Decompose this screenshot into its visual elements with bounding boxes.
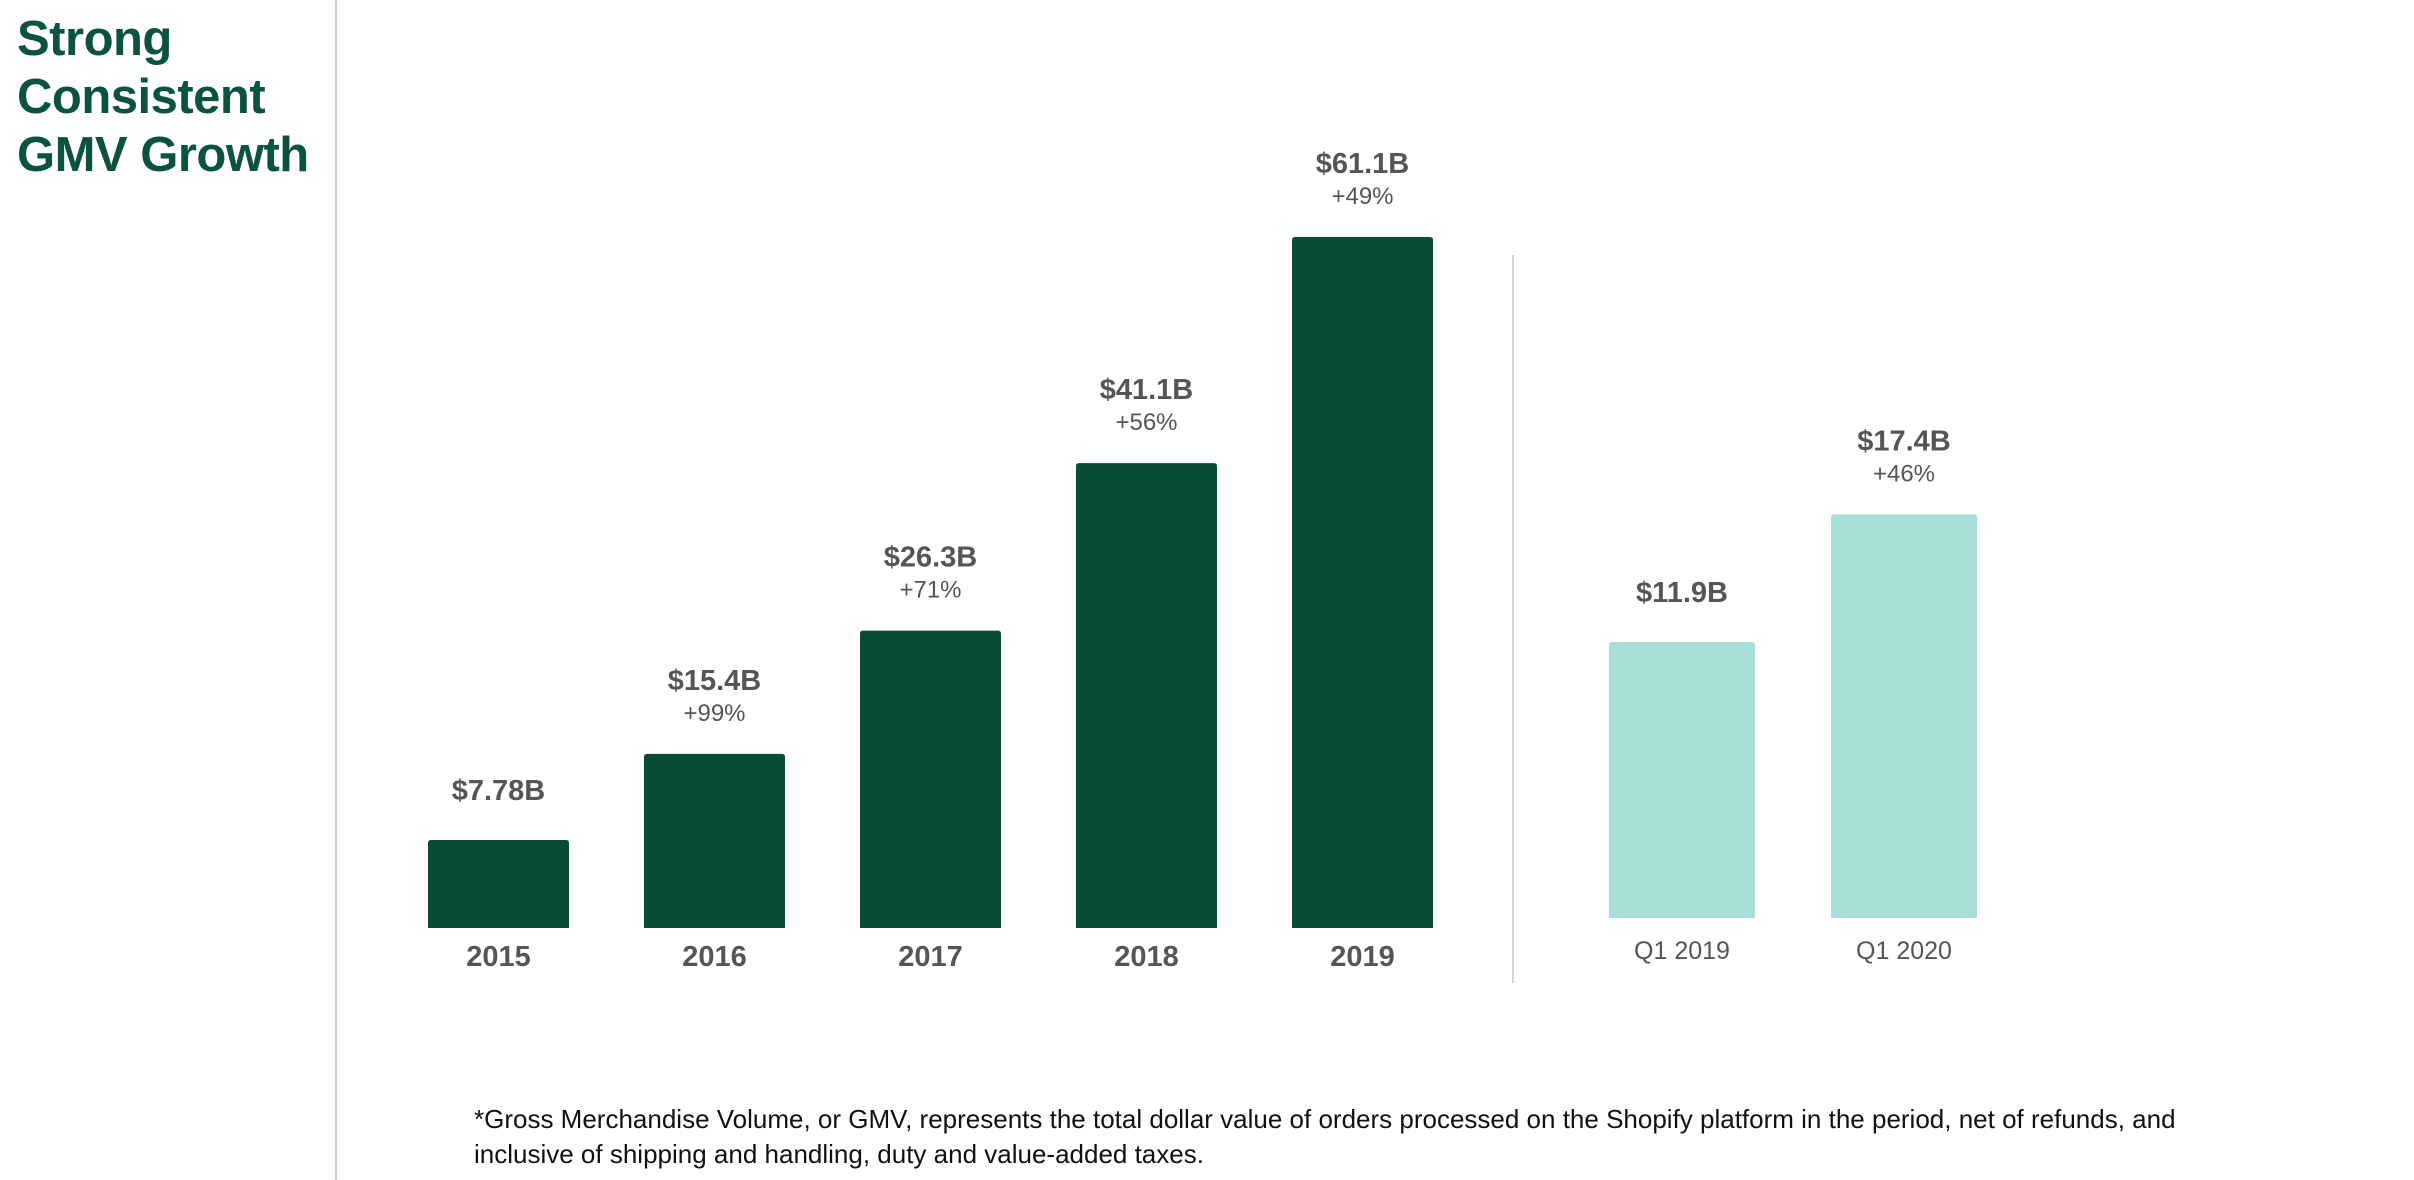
title-line-2: Consistent (17, 70, 266, 124)
footnote-line-2: inclusive of shipping and handling, duty… (474, 1139, 1204, 1169)
value-label: $41.1B (1100, 374, 1194, 406)
value-label: $61.1B (1316, 148, 1410, 180)
growth-label: +56% (1115, 409, 1177, 436)
title-line-1: Strong (17, 12, 172, 66)
footnote-line-1: *Gross Merchandise Volume, or GMV, repre… (474, 1104, 2176, 1134)
gmv-footnote: *Gross Merchandise Volume, or GMV, repre… (474, 1102, 2234, 1172)
bar-2015 (428, 840, 569, 928)
category-label: Q1 2019 (1634, 937, 1730, 965)
value-label: $17.4B (1857, 425, 1951, 457)
growth-label: +99% (683, 700, 745, 727)
growth-label: +46% (1873, 460, 1935, 487)
bar-q1-2020 (1831, 514, 1977, 918)
title-line-3: GMV Growth (17, 128, 309, 182)
value-label: $11.9B (1636, 577, 1728, 609)
value-label: $26.3B (884, 542, 978, 574)
category-label: 2019 (1330, 941, 1395, 973)
bar-q1-2019 (1609, 642, 1755, 918)
value-label: $7.78B (452, 775, 546, 807)
category-label: 2017 (898, 941, 963, 973)
value-label: $15.4B (668, 665, 762, 697)
bar-2016 (644, 753, 785, 928)
bar-2018 (1076, 463, 1217, 928)
growth-label: +49% (1331, 183, 1393, 210)
bar-2019 (1292, 237, 1433, 928)
category-label: Q1 2020 (1856, 937, 1952, 965)
category-label: 2016 (682, 941, 747, 973)
category-label: 2015 (466, 941, 531, 973)
growth-label: +71% (899, 577, 961, 604)
category-label: 2018 (1114, 941, 1179, 973)
slide-title: Strong Consistent GMV Growth (17, 10, 337, 184)
sidebar-divider (335, 0, 337, 1180)
bar-2017 (860, 630, 1001, 928)
